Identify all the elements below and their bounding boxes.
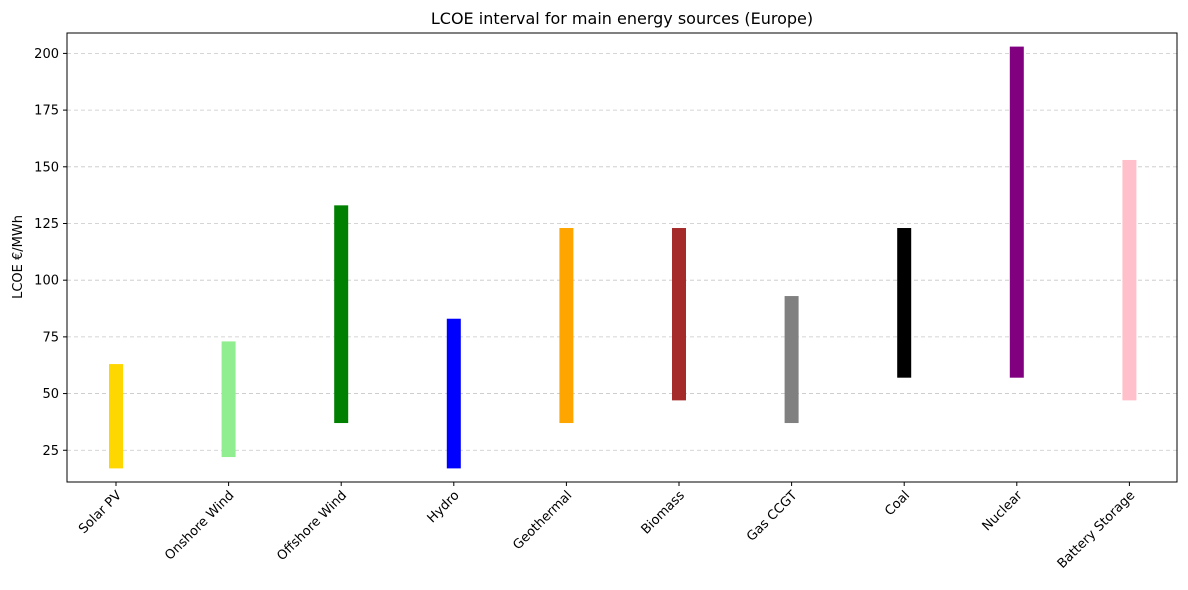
- range-bar: [221, 341, 236, 458]
- x-tick-label: Hydro: [425, 488, 463, 526]
- y-tick-label: 200: [34, 47, 59, 62]
- range-bar: [446, 318, 461, 469]
- range-bars: [109, 46, 1137, 469]
- x-tick-label: Coal: [882, 488, 913, 519]
- y-tick-label: 150: [34, 160, 59, 175]
- range-bar: [559, 228, 574, 424]
- range-bar: [897, 228, 912, 378]
- x-tick-label: Offshore Wind: [274, 488, 350, 564]
- y-gridlines: [67, 53, 1177, 451]
- x-tick-label: Onshore Wind: [162, 488, 237, 563]
- range-bar: [334, 205, 349, 424]
- y-tick-label: 100: [34, 274, 59, 289]
- y-tick-label: 125: [34, 217, 59, 232]
- y-axis-label: LCOE €/MWh: [11, 215, 26, 299]
- y-tick-label: 50: [42, 387, 59, 402]
- x-tick-label: Gas CCGT: [744, 488, 800, 544]
- range-bar: [109, 364, 123, 469]
- x-tick-label: Nuclear: [980, 488, 1026, 534]
- plot-frame: [66, 32, 1178, 483]
- range-bar: [1009, 46, 1024, 378]
- x-tick-label: Biomass: [639, 488, 688, 537]
- y-tick-label: 25: [42, 444, 59, 459]
- range-bar: [1122, 159, 1137, 401]
- x-tick-label: Solar PV: [76, 488, 125, 537]
- range-bar: [784, 296, 799, 424]
- y-tick-label: 175: [34, 104, 59, 119]
- range-bar: [672, 228, 686, 401]
- chart-title: LCOE interval for main energy sources (E…: [431, 9, 813, 28]
- y-tick-label: 75: [42, 330, 59, 345]
- x-axis-ticks: Solar PV Onshore Wind Offshore Wind Hydro Ge…: [76, 482, 1138, 572]
- x-tick-label: Geothermal: [510, 488, 575, 553]
- x-tick-label: Battery Storage: [1055, 488, 1139, 572]
- y-axis-ticks: 25 50 75 100 125 150 175 200: [34, 47, 67, 459]
